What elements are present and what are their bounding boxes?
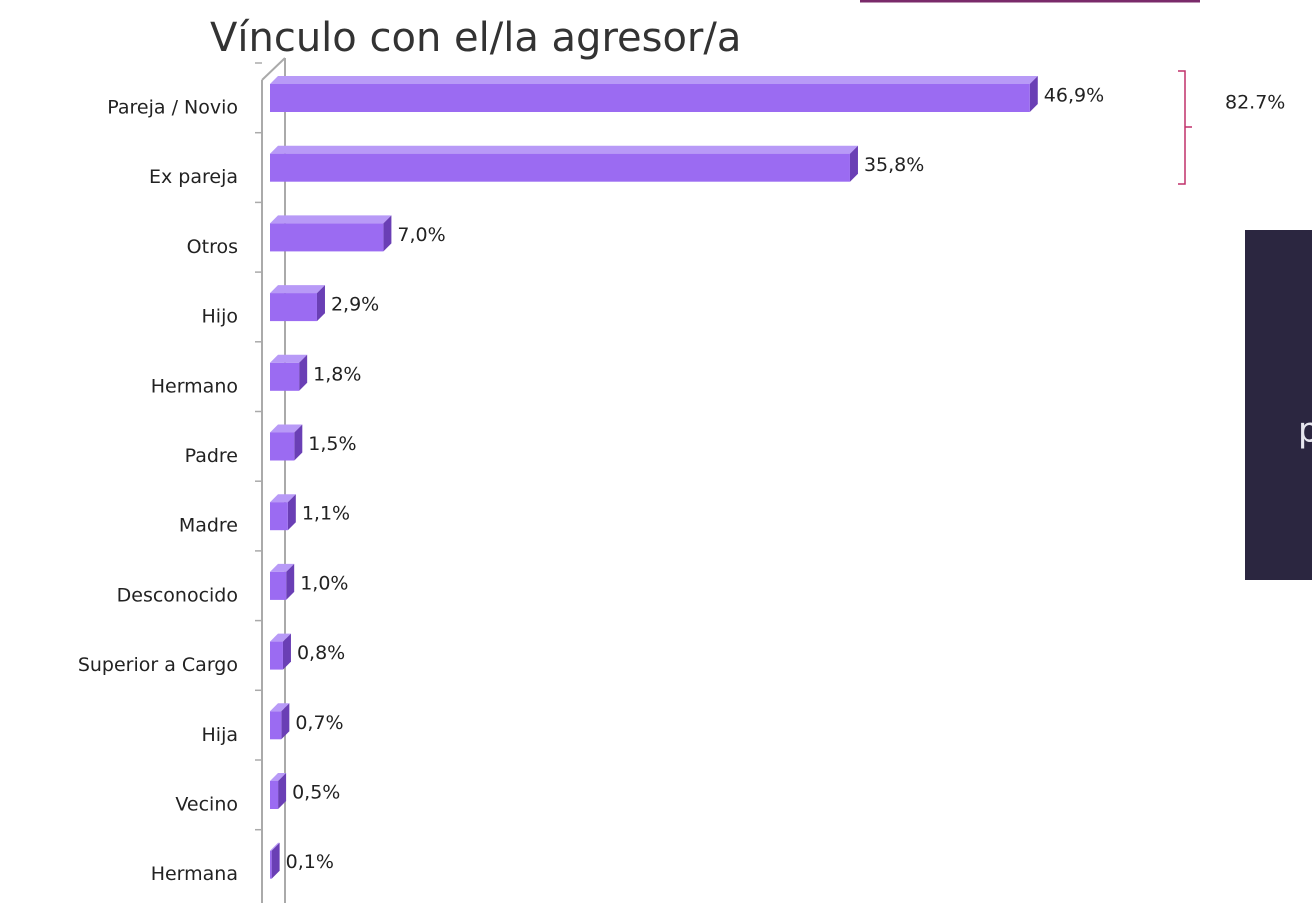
- annotation: 82.7%: [1225, 92, 1285, 114]
- y-tick-label: Vecino: [175, 794, 238, 816]
- bar-top: [270, 354, 308, 363]
- bar: [270, 502, 288, 531]
- bar: [270, 432, 295, 461]
- bar: [270, 362, 300, 391]
- bar: [270, 293, 317, 322]
- bar-side: [383, 215, 392, 252]
- bar-side: [271, 842, 280, 879]
- bar-side: [287, 494, 296, 531]
- bar: [270, 571, 287, 600]
- bar-side: [281, 703, 290, 740]
- bar-top: [270, 215, 392, 224]
- y-tick-label: Hija: [202, 724, 239, 746]
- value-label: 0,1%: [286, 851, 334, 873]
- value-label: 1,1%: [302, 503, 350, 525]
- y-tick-label: Padre: [185, 445, 238, 467]
- y-tick-label: Hermano: [151, 375, 238, 397]
- side-panel: [1245, 230, 1312, 580]
- y-tick-label: Pareja / Novio: [107, 97, 238, 119]
- bar: [270, 84, 1030, 112]
- bar-top: [270, 563, 295, 572]
- bar: [270, 641, 283, 670]
- value-label: 1,5%: [308, 433, 356, 455]
- bar-top: [270, 773, 287, 781]
- value-label: 46,9%: [1044, 85, 1104, 107]
- y-tick-label: Madre: [179, 515, 238, 537]
- bar-side: [278, 773, 287, 809]
- value-label: 0,7%: [295, 712, 343, 734]
- bar: [270, 711, 282, 740]
- bar: [270, 781, 279, 809]
- bar-top: [270, 285, 325, 294]
- axis-wall: [261, 57, 286, 903]
- y-tick-label: Ex pareja: [149, 166, 238, 188]
- bar-side: [286, 563, 295, 600]
- bar-top: [270, 494, 296, 503]
- bar: [270, 223, 384, 252]
- bar-top: [270, 633, 291, 642]
- bar-top: [270, 703, 290, 712]
- value-label: 1,0%: [300, 572, 348, 594]
- bar-top: [270, 145, 858, 154]
- value-label: 35,8%: [864, 154, 924, 176]
- bar-side: [282, 633, 291, 670]
- panel-text: p: [1298, 411, 1312, 451]
- bar-top: [270, 424, 303, 433]
- bar-side: [316, 285, 325, 322]
- bar: [270, 153, 850, 182]
- bar-side: [294, 424, 303, 461]
- bar-top: [270, 76, 1038, 84]
- value-label: 0,8%: [297, 642, 345, 664]
- y-tick-label: Hermana: [151, 863, 238, 885]
- value-label: 2,9%: [331, 294, 379, 316]
- value-label: 1,8%: [313, 363, 361, 385]
- bar-side: [849, 145, 858, 182]
- bar: [270, 850, 272, 879]
- y-tick-label: Otros: [187, 236, 238, 258]
- bar-side: [299, 354, 308, 391]
- bracket: [1178, 70, 1192, 185]
- value-label: 7,0%: [397, 224, 445, 246]
- value-label: 0,5%: [292, 782, 340, 804]
- bar-side: [1029, 76, 1038, 112]
- y-tick-label: Hijo: [202, 306, 238, 328]
- bar-top: [270, 842, 280, 851]
- y-tick-label: Desconocido: [117, 584, 238, 606]
- y-tick-label: Superior a Cargo: [78, 654, 238, 676]
- chart-title: Vínculo con el/la agresor/a: [210, 15, 741, 61]
